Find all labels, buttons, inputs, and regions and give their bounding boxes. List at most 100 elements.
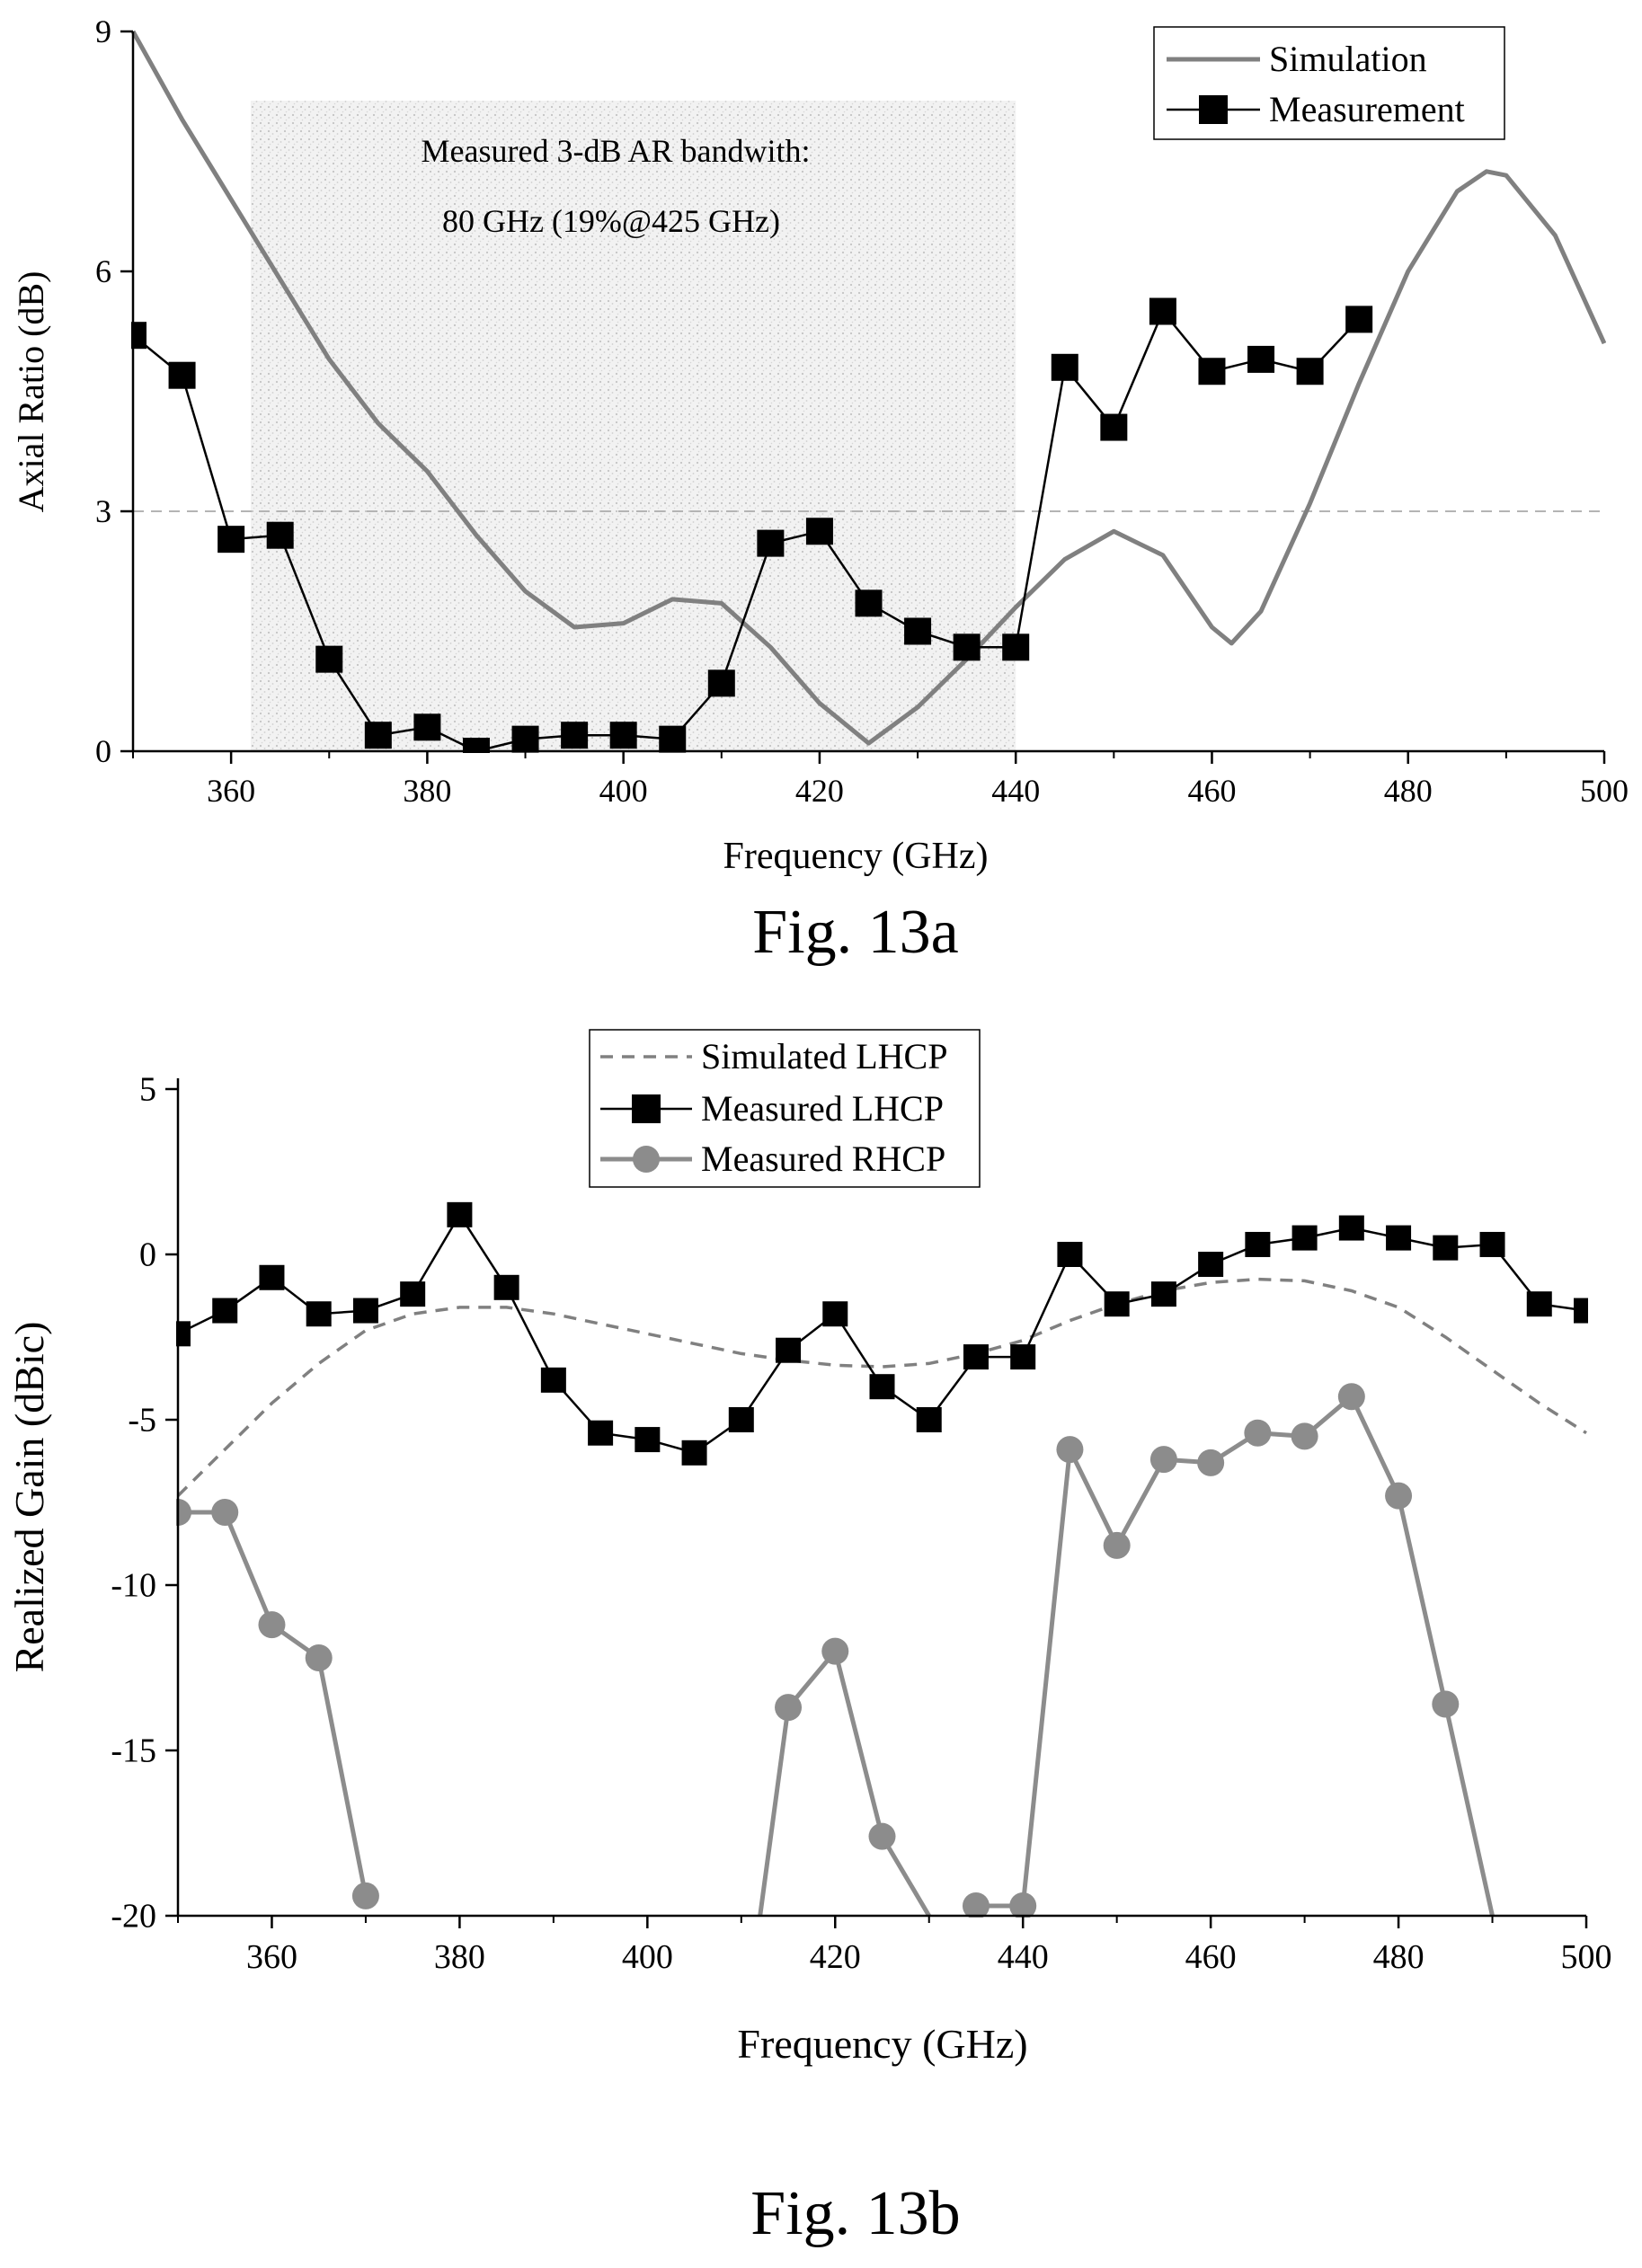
chart-13b-x-tick-label: 360 xyxy=(246,1938,297,1976)
measured-rhcp-point xyxy=(258,1611,286,1639)
measured-rhcp-point xyxy=(211,1499,239,1527)
chart-13a-y-tick-label: 0 xyxy=(95,733,111,769)
series-simulated-lhcp-line xyxy=(176,1277,1587,1497)
chart-13b-x-tick-label: 400 xyxy=(622,1938,673,1976)
measured-lhcp-point xyxy=(447,1201,473,1227)
measured-lhcp-point xyxy=(400,1281,426,1307)
measured-rhcp-point xyxy=(351,1882,379,1909)
measured-rhcp-point xyxy=(868,1822,896,1850)
chart-13b-y-axis-label: Realized Gain (dBic) xyxy=(6,1322,52,1673)
chart-13b-x-tick-label: 440 xyxy=(998,1938,1049,1976)
measured-lhcp-point xyxy=(212,1298,238,1324)
series-measured-rhcp-line xyxy=(758,1649,931,1918)
measurement-point xyxy=(1149,297,1176,325)
measured-lhcp-point xyxy=(306,1301,332,1327)
measured-lhcp-point xyxy=(1526,1291,1552,1317)
chart-13b-x-tick-label: 460 xyxy=(1185,1938,1237,1976)
chart-13b-y-tick-label: -10 xyxy=(111,1567,156,1605)
chart-13b-x-tick-label: 420 xyxy=(810,1938,861,1976)
measurement-point xyxy=(1198,358,1226,385)
measured-rhcp-point xyxy=(1149,1446,1177,1474)
measured-lhcp-point xyxy=(1150,1281,1176,1307)
chart-13a-ticks: 360 380 400 420 440 460 480 500 0 3 6 9 xyxy=(95,13,1629,809)
chart-13b-legend: Simulated LHCP Measured LHCP Measured RH… xyxy=(589,1029,981,1188)
chart-13b-x-tick-label: 500 xyxy=(1561,1938,1612,1976)
chart-13b-ticks: 360 380 400 420 440 460 480 500 -20 -15 -10 -5 0 5 xyxy=(111,1071,1611,1976)
series-measured-rhcp-line xyxy=(178,1510,368,1897)
figure-13a-caption: Fig. 13a xyxy=(752,898,958,967)
measured-lhcp-point xyxy=(1245,1231,1271,1257)
measurement-point xyxy=(1002,633,1030,661)
legend-measurement-marker xyxy=(1199,95,1228,124)
measured-rhcp-point xyxy=(1432,1690,1460,1718)
measured-rhcp-point xyxy=(962,1891,990,1918)
measurement-point xyxy=(659,725,687,753)
chart-13a-shaded-band xyxy=(250,101,1016,751)
measured-lhcp-point xyxy=(1479,1231,1505,1257)
measured-lhcp-point xyxy=(1010,1344,1036,1370)
measurement-point xyxy=(1247,345,1275,373)
chart-13a: Measured 3-dB AR bandwith: 80 GHz (19%@4… xyxy=(11,13,1629,967)
legend-measured-lhcp-label: Measured LHCP xyxy=(701,1088,944,1129)
measured-lhcp-point xyxy=(588,1420,614,1446)
chart-13a-y-axis-label: Axial Ratio (dB) xyxy=(11,271,51,513)
measurement-point xyxy=(1345,306,1373,333)
measured-lhcp-point xyxy=(916,1407,942,1432)
measurement-point xyxy=(1100,413,1128,441)
chart-13a-x-tick-label: 480 xyxy=(1384,773,1433,809)
measurement-point xyxy=(462,738,490,753)
chart-13b-y-tick-label: 0 xyxy=(139,1236,156,1274)
chart-13b: 360 380 400 420 440 460 480 500 -20 -15 -10 -5 0 5 Fr… xyxy=(6,1029,1612,2248)
measurement-point xyxy=(1296,358,1324,385)
chart-13b-x-tick-label: 480 xyxy=(1373,1938,1425,1976)
measured-rhcp-point xyxy=(1337,1383,1365,1411)
measured-lhcp-point xyxy=(1433,1235,1459,1261)
legend-measured-rhcp-label: Measured RHCP xyxy=(701,1138,945,1179)
measurement-point xyxy=(855,589,883,617)
series-measured-lhcp-line xyxy=(177,1212,1587,1455)
measurement-point xyxy=(168,361,196,389)
measurement-point xyxy=(1051,353,1078,381)
chart-13a-x-tick-label: 500 xyxy=(1580,773,1629,809)
chart-13a-x-tick-label: 400 xyxy=(599,773,648,809)
measured-lhcp-point xyxy=(963,1344,989,1370)
chart-13a-y-tick-label: 6 xyxy=(95,253,111,289)
measured-rhcp-point xyxy=(1385,1482,1413,1510)
measurement-point xyxy=(511,725,539,753)
chart-13b-x-tick-label: 380 xyxy=(434,1938,485,1976)
measured-lhcp-point xyxy=(1198,1252,1224,1278)
measured-lhcp-point xyxy=(1338,1215,1364,1241)
measured-rhcp-point xyxy=(305,1643,333,1671)
measured-rhcp-point xyxy=(821,1637,849,1665)
measured-rhcp-point xyxy=(1291,1422,1318,1450)
chart-13b-y-tick-label: -5 xyxy=(128,1402,156,1440)
measured-lhcp-point xyxy=(540,1367,566,1393)
measurement-point xyxy=(315,645,343,673)
measured-lhcp-point xyxy=(822,1301,848,1327)
chart-13b-y-tick-label: -15 xyxy=(111,1732,156,1770)
chart-13b-y-tick-label: 5 xyxy=(139,1071,156,1109)
chart-13a-y-tick-label: 9 xyxy=(95,13,111,49)
measurement-point xyxy=(707,669,735,697)
measurement-point xyxy=(217,526,245,554)
measured-lhcp-point xyxy=(352,1298,378,1324)
chart-13b-y-tick-label: -20 xyxy=(111,1898,156,1936)
measured-lhcp-point xyxy=(681,1440,707,1466)
measurement-point xyxy=(609,722,637,749)
series-measured-rhcp-line xyxy=(976,1394,1495,1917)
chart-13b-x-axis-label: Frequency (GHz) xyxy=(737,2021,1027,2067)
chart-13a-x-tick-label: 420 xyxy=(795,773,844,809)
measurement-point xyxy=(364,722,392,749)
measured-lhcp-point xyxy=(776,1337,802,1363)
measurement-point xyxy=(904,617,932,645)
chart-13a-x-tick-label: 460 xyxy=(1187,773,1236,809)
chart-13a-legend-box xyxy=(1153,26,1505,140)
measurement-point xyxy=(561,722,589,749)
measured-rhcp-point xyxy=(1197,1449,1225,1476)
legend-simulation-label: Simulation xyxy=(1269,39,1427,79)
chart-13a-x-tick-label: 440 xyxy=(991,773,1040,809)
figure-13b-caption: Fig. 13b xyxy=(750,2179,960,2248)
measured-lhcp-point xyxy=(1386,1225,1412,1251)
measured-lhcp-point xyxy=(1057,1242,1083,1267)
